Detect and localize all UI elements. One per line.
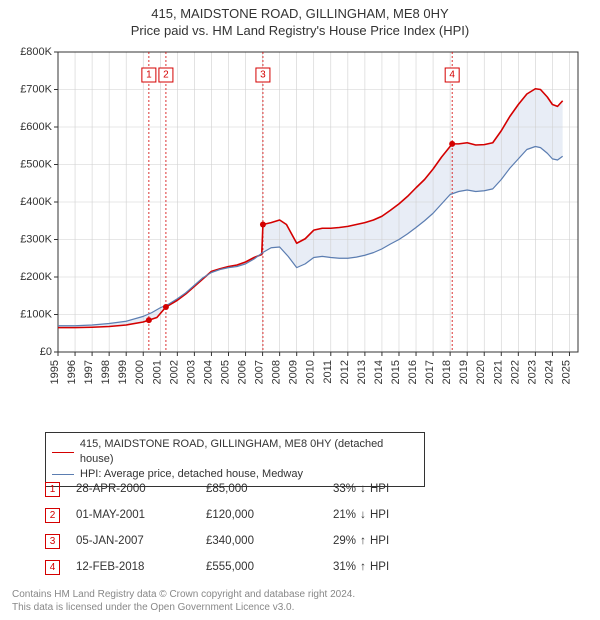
- event-pct-3: 31%: [306, 561, 356, 573]
- svg-text:1999: 1999: [117, 360, 129, 384]
- svg-text:2002: 2002: [168, 360, 180, 384]
- footer-line1: Contains HM Land Registry data © Crown c…: [12, 588, 355, 601]
- event-date-0: 28-APR-2000: [76, 483, 206, 495]
- svg-text:2016: 2016: [407, 360, 419, 384]
- event-pct-1: 21%: [306, 509, 356, 521]
- legend-swatch-1: [52, 474, 74, 475]
- svg-text:£200K: £200K: [20, 271, 52, 283]
- svg-text:£800K: £800K: [20, 46, 52, 58]
- svg-text:2000: 2000: [134, 360, 146, 384]
- svg-text:2015: 2015: [390, 360, 402, 384]
- svg-text:2: 2: [163, 70, 169, 81]
- event-price-2: £340,000: [206, 535, 306, 547]
- svg-text:£500K: £500K: [20, 158, 52, 170]
- chart-title-line2: Price paid vs. HM Land Registry's House …: [0, 21, 600, 38]
- legend-row-0: 415, MAIDSTONE ROAD, GILLINGHAM, ME8 0HY…: [52, 437, 418, 467]
- svg-text:2019: 2019: [458, 360, 470, 384]
- svg-text:£700K: £700K: [20, 83, 52, 95]
- event-pct-0: 33%: [306, 483, 356, 495]
- footer: Contains HM Land Registry data © Crown c…: [12, 588, 355, 614]
- svg-text:£100K: £100K: [20, 308, 52, 320]
- svg-text:2022: 2022: [509, 360, 521, 384]
- svg-text:1996: 1996: [66, 360, 78, 384]
- svg-text:3: 3: [260, 70, 266, 81]
- event-marker-0: 1: [45, 482, 60, 497]
- svg-text:2017: 2017: [424, 360, 436, 384]
- event-marker-1: 2: [45, 508, 60, 523]
- svg-text:1997: 1997: [83, 360, 95, 384]
- event-row-3: 4 12-FEB-2018 £555,000 31% ↑ HPI: [45, 554, 435, 580]
- event-marker-2: 3: [45, 534, 60, 549]
- figure-container: 415, MAIDSTONE ROAD, GILLINGHAM, ME8 0HY…: [0, 0, 600, 620]
- event-pct-2: 29%: [306, 535, 356, 547]
- event-table: 1 28-APR-2000 £85,000 33% ↓ HPI 2 01-MAY…: [45, 476, 435, 580]
- svg-text:2024: 2024: [543, 360, 555, 384]
- event-row-1: 2 01-MAY-2001 £120,000 21% ↓ HPI: [45, 502, 435, 528]
- event-arrow-3: ↑: [356, 561, 370, 573]
- event-arrow-0: ↓: [356, 483, 370, 495]
- svg-text:1995: 1995: [49, 360, 61, 384]
- event-marker-3: 4: [45, 560, 60, 575]
- svg-text:4: 4: [449, 70, 455, 81]
- svg-text:2012: 2012: [339, 360, 351, 384]
- svg-text:2006: 2006: [237, 360, 249, 384]
- svg-text:£400K: £400K: [20, 196, 52, 208]
- event-hpi-1: HPI: [370, 509, 400, 521]
- svg-text:2013: 2013: [356, 360, 368, 384]
- svg-text:2008: 2008: [271, 360, 283, 384]
- svg-text:2020: 2020: [475, 360, 487, 384]
- chart-svg: £0 £100K £200K £300K £400K £500K £600K £700K £80…: [10, 46, 590, 432]
- svg-text:2023: 2023: [526, 360, 538, 384]
- event-date-2: 05-JAN-2007: [76, 535, 206, 547]
- svg-text:£600K: £600K: [20, 121, 52, 133]
- event-arrow-2: ↑: [356, 535, 370, 547]
- event-hpi-2: HPI: [370, 535, 400, 547]
- event-hpi-0: HPI: [370, 483, 400, 495]
- legend-label-0: 415, MAIDSTONE ROAD, GILLINGHAM, ME8 0HY…: [80, 437, 418, 467]
- svg-text:2010: 2010: [305, 360, 317, 384]
- event-row-0: 1 28-APR-2000 £85,000 33% ↓ HPI: [45, 476, 435, 502]
- svg-text:2003: 2003: [185, 360, 197, 384]
- svg-text:£300K: £300K: [20, 233, 52, 245]
- svg-text:2005: 2005: [219, 360, 231, 384]
- svg-text:2011: 2011: [322, 360, 334, 384]
- chart-area: £0 £100K £200K £300K £400K £500K £600K £700K £80…: [10, 46, 590, 386]
- event-date-3: 12-FEB-2018: [76, 561, 206, 573]
- event-arrow-1: ↓: [356, 509, 370, 521]
- event-date-1: 01-MAY-2001: [76, 509, 206, 521]
- svg-text:2001: 2001: [151, 360, 163, 384]
- event-price-0: £85,000: [206, 483, 306, 495]
- svg-text:2025: 2025: [560, 360, 572, 384]
- svg-text:1: 1: [146, 70, 152, 81]
- event-price-1: £120,000: [206, 509, 306, 521]
- svg-text:2018: 2018: [441, 360, 453, 384]
- event-price-3: £555,000: [206, 561, 306, 573]
- chart-title-line1: 415, MAIDSTONE ROAD, GILLINGHAM, ME8 0HY: [0, 0, 600, 21]
- svg-text:1998: 1998: [100, 360, 112, 384]
- svg-text:2007: 2007: [254, 360, 266, 384]
- event-hpi-3: HPI: [370, 561, 400, 573]
- svg-text:2014: 2014: [373, 360, 385, 384]
- svg-text:£0: £0: [40, 346, 52, 358]
- svg-text:2009: 2009: [288, 360, 300, 384]
- legend-swatch-0: [52, 452, 74, 453]
- svg-text:2021: 2021: [492, 360, 504, 384]
- event-row-2: 3 05-JAN-2007 £340,000 29% ↑ HPI: [45, 528, 435, 554]
- footer-line2: This data is licensed under the Open Gov…: [12, 601, 355, 614]
- svg-text:2004: 2004: [202, 360, 214, 384]
